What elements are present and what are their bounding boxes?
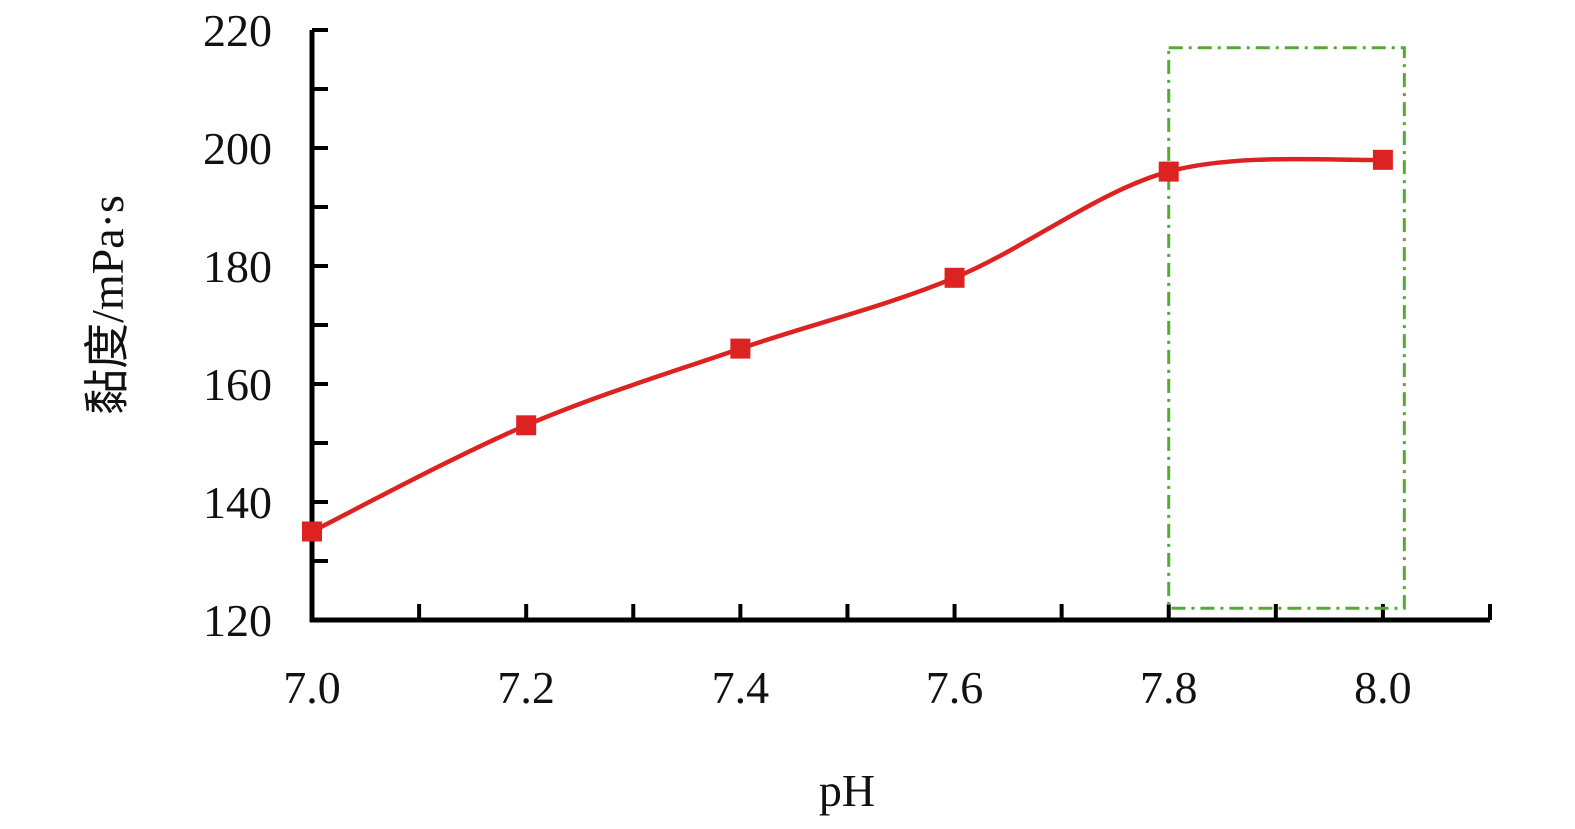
data-point	[944, 267, 965, 288]
data-point	[516, 415, 537, 436]
x-tick-label: 7.8	[1140, 662, 1198, 713]
y-tick-label: 160	[203, 359, 272, 410]
axes	[309, 28, 1492, 623]
y-tick-label: 120	[203, 595, 272, 646]
x-tick-label: 7.6	[926, 662, 984, 713]
highlight-box-group	[1167, 46, 1406, 610]
series-line	[311, 156, 1384, 534]
axis-labels: 120 140 160 180 200 220 7.0 7.2 7.4 7.6 7.8 8.0	[203, 5, 1412, 713]
x-tick-label: 7.2	[497, 662, 555, 713]
plot-area	[302, 149, 1393, 542]
data-point	[302, 521, 322, 542]
y-tick-label: 220	[203, 5, 272, 56]
data-point	[1158, 161, 1179, 182]
y-tick-label: 180	[203, 241, 272, 292]
data-point	[730, 338, 751, 359]
y-tick-label: 200	[203, 123, 272, 174]
x-tick-label: 7.0	[283, 662, 341, 713]
data-point	[1372, 149, 1393, 170]
y-axis-title: 黏度/mPa·s	[82, 195, 133, 415]
y-tick-label: 140	[203, 477, 272, 528]
x-axis-title: pH	[819, 765, 875, 816]
highlight-box	[1167, 46, 1406, 610]
x-tick-label: 7.4	[712, 662, 770, 713]
x-tick-label: 8.0	[1354, 662, 1412, 713]
